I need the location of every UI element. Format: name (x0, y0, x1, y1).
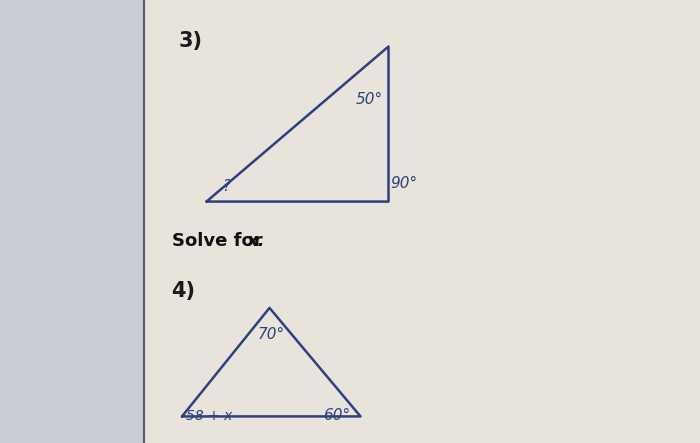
Text: 3): 3) (178, 31, 202, 51)
Text: 58 + x: 58 + x (186, 409, 232, 423)
Text: 60°: 60° (323, 408, 351, 423)
Text: x.: x. (247, 233, 265, 250)
Text: 4): 4) (172, 281, 195, 301)
Text: 70°: 70° (258, 327, 285, 342)
Bar (0, 0, 144, 443)
Text: Solve for: Solve for (172, 233, 268, 250)
Text: 90°: 90° (391, 176, 418, 191)
Text: 50°: 50° (356, 92, 383, 107)
Text: ?: ? (223, 179, 231, 194)
